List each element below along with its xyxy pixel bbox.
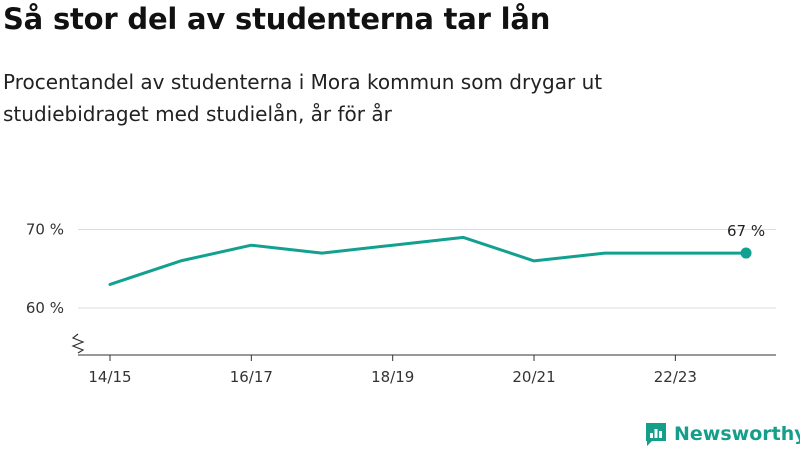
chart-title: Så stor del av studenterna tar lån xyxy=(3,2,551,36)
brand-name: Newsworthy xyxy=(674,423,800,445)
series-line xyxy=(108,235,748,286)
newsworthy-logo-icon xyxy=(646,423,666,446)
axis-break-icon xyxy=(71,333,85,354)
x-tick-label: 18/19 xyxy=(371,368,414,386)
y-tick-label: 70 % xyxy=(26,221,64,239)
x-tick-label: 14/15 xyxy=(88,368,131,386)
x-tick-label: 16/17 xyxy=(230,368,273,386)
x-tick-label: 22/23 xyxy=(654,368,697,386)
x-tick-label: 20/21 xyxy=(512,368,555,386)
brand: Newsworthy xyxy=(644,420,800,448)
data-label: 67 % xyxy=(727,222,765,240)
y-tick-label: 60 % xyxy=(26,299,64,317)
data-point xyxy=(740,247,752,259)
chart-subtitle: Procentandel av studenterna i Mora kommu… xyxy=(3,70,603,126)
